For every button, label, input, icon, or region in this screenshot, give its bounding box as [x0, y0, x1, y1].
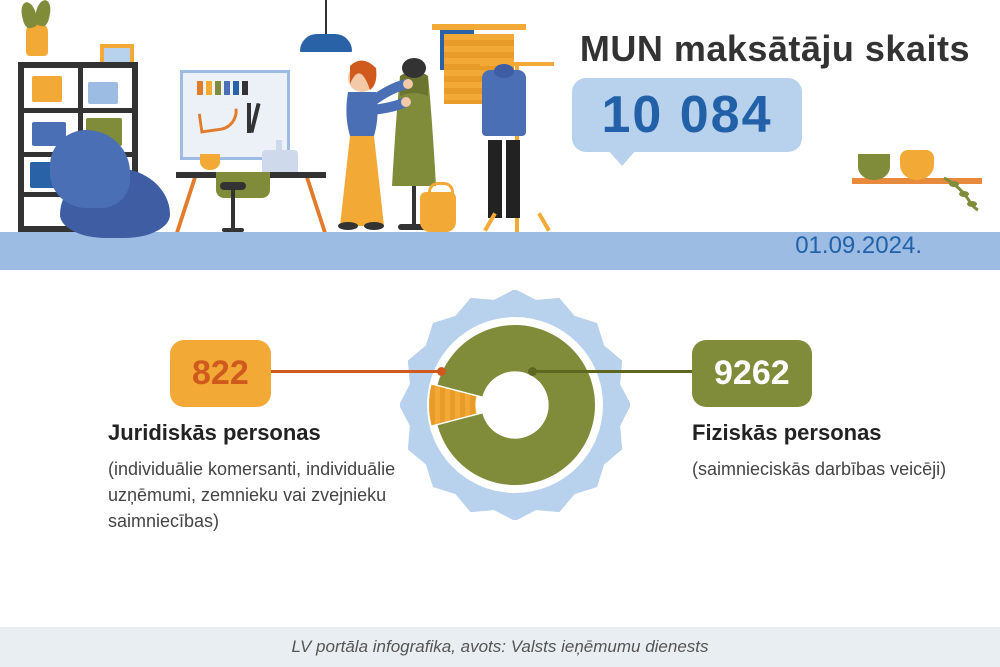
stool-icon: [218, 182, 248, 232]
title-natural: Fiziskās personas: [692, 420, 882, 446]
connector-natural: [532, 370, 694, 373]
illustration-scene: [0, 0, 560, 270]
total-count-box: 10 084: [572, 78, 802, 152]
value-box-natural: 9262: [692, 340, 812, 407]
total-count-value: 10 084: [601, 85, 772, 145]
footer-credit: LV portāla infografika, avots: Valsts ie…: [0, 627, 1000, 667]
value-natural: 9262: [714, 354, 790, 392]
value-box-legal: 822: [170, 340, 271, 407]
donut-chart-section: 822 9262 Juridiskās personas (individuāl…: [0, 270, 1000, 630]
value-legal: 822: [192, 354, 249, 392]
donut-chart: [400, 290, 630, 520]
desk-icon: [176, 132, 326, 232]
beanbag-icon: [60, 168, 170, 238]
connector-legal: [262, 370, 442, 373]
clothes-rack-icon: [480, 62, 554, 232]
subtitle-natural: (saimnieciskās darbības veicēji): [692, 456, 946, 482]
header-banner: MUN maksātāju skaits 10 084 01.09.2024.: [0, 0, 1000, 270]
footer-text: LV portāla infografika, avots: Valsts ie…: [291, 637, 708, 657]
date-label: 01.09.2024.: [795, 232, 922, 260]
leaf-icon: [33, 0, 52, 27]
page-title: MUN maksātāju skaits: [580, 28, 970, 70]
subtitle-legal: (individuālie komersanti, individuālie u…: [108, 456, 408, 534]
bag-icon: [420, 192, 456, 232]
title-legal: Juridiskās personas: [108, 420, 321, 446]
decor-shelf-right: [852, 140, 982, 190]
